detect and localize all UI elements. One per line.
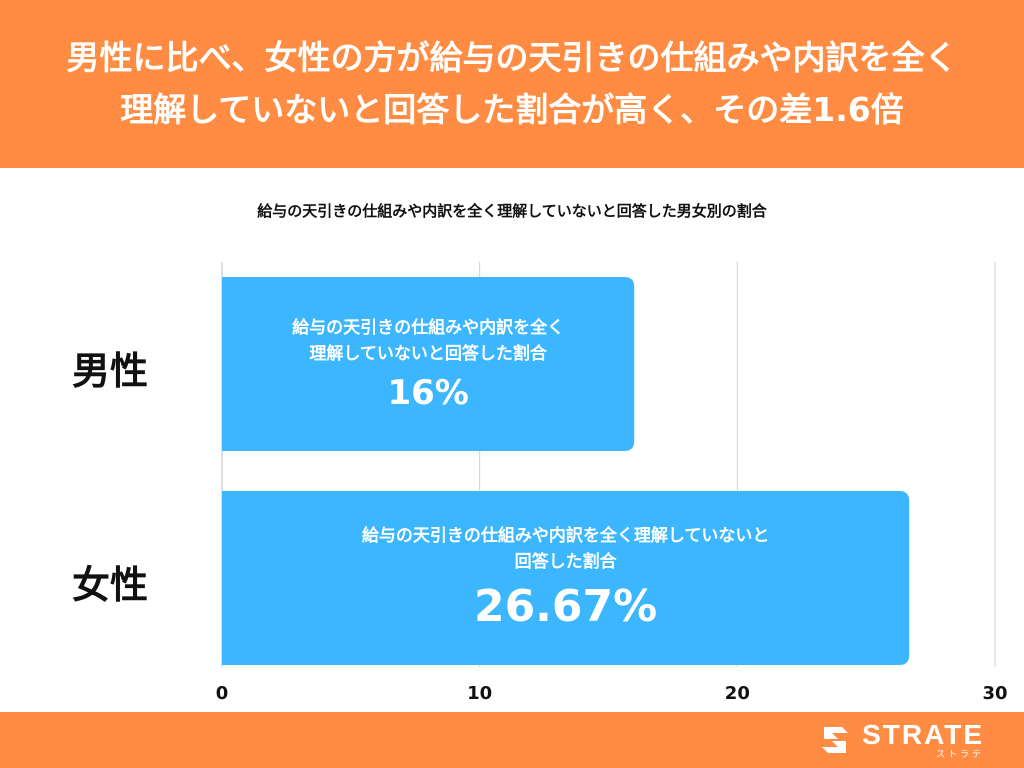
strate-logo[interactable]: STRATE ストラテ bbox=[818, 720, 984, 760]
bar-label-group: 給与の天引きの仕組みや内訳を全く理解していないと 回答した割合 26.67% bbox=[222, 491, 909, 665]
bar-description: 理解していないと回答した割合 bbox=[309, 343, 547, 364]
category-label: 女性 bbox=[71, 563, 148, 607]
x-tick-label: 20 bbox=[724, 683, 750, 704]
bar-label-group: 給与の天引きの仕組みや内訳を全く 理解していないと回答した割合 16% bbox=[222, 277, 634, 451]
page-title: 男性に比べ、女性の方が給与の天引きの仕組みや内訳を全く理解していないと回答した割… bbox=[66, 38, 958, 129]
bar-description: 回答した割合 bbox=[514, 551, 617, 572]
data-label: 26.67% bbox=[473, 580, 658, 632]
chart-title: 給与の天引きの仕組みや内訳を全く理解していないと回答した男女別の割合 bbox=[257, 202, 767, 220]
header-banner: 男性に比べ、女性の方が給与の天引きの仕組みや内訳を全く理解していないと回答した割… bbox=[0, 0, 1024, 168]
footer-banner: STRATE ストラテ bbox=[0, 712, 1024, 768]
bar bbox=[222, 491, 910, 665]
x-tick-label: 0 bbox=[215, 683, 229, 704]
data-label: 16% bbox=[387, 372, 469, 413]
bar bbox=[222, 277, 635, 451]
bar-description: 給与の天引きの仕組みや内訳を全く bbox=[292, 317, 565, 338]
logo-text: STRATE bbox=[862, 719, 984, 750]
x-tick-label: 30 bbox=[982, 683, 1008, 704]
category-label: 男性 bbox=[71, 349, 148, 393]
bar-description: 給与の天引きの仕組みや内訳を全く理解していないと bbox=[361, 525, 770, 546]
x-tick-label: 10 bbox=[467, 683, 493, 704]
strate-logo-icon bbox=[822, 727, 849, 753]
logo-subtext: ストラテ bbox=[935, 750, 984, 760]
